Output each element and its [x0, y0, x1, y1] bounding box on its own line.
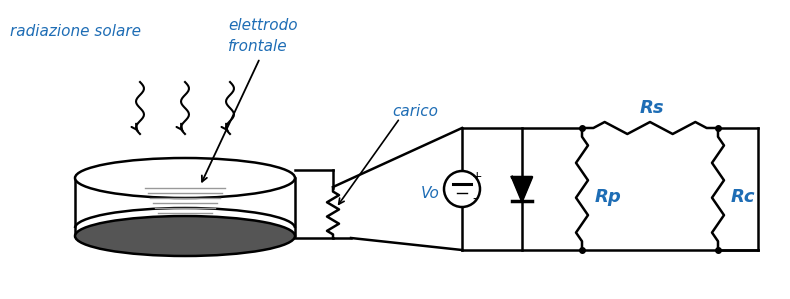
Polygon shape — [512, 177, 532, 201]
Circle shape — [444, 171, 480, 207]
Text: Rp: Rp — [595, 188, 622, 206]
Text: elettrodo
frontale: elettrodo frontale — [228, 18, 298, 54]
Text: +: + — [472, 170, 483, 184]
Text: radiazione solare: radiazione solare — [10, 25, 141, 39]
Text: Rs: Rs — [640, 99, 664, 117]
Text: -: - — [472, 193, 477, 207]
Text: Rc: Rc — [731, 188, 755, 206]
Ellipse shape — [75, 158, 295, 198]
Ellipse shape — [75, 216, 295, 256]
Text: carico: carico — [392, 104, 438, 120]
Text: Vo: Vo — [421, 187, 440, 202]
